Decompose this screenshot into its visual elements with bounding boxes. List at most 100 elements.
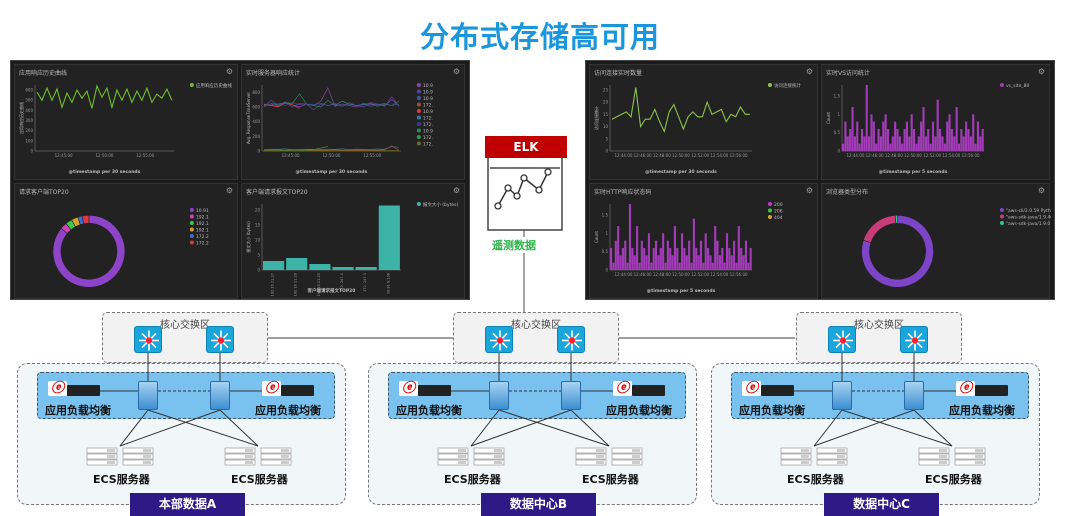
histogram-bar	[673, 226, 677, 270]
histogram-bar	[941, 136, 944, 151]
histogram-bar	[695, 248, 698, 270]
gear-icon[interactable]: ⚙	[805, 186, 813, 195]
y-tick-label: 1.5	[834, 94, 841, 99]
core-zone-label: 核心交换区	[511, 320, 561, 331]
legend-label: 172.2	[196, 241, 209, 247]
histogram-bar	[931, 121, 935, 151]
y-axis-label: 访问连接统计	[593, 106, 599, 130]
core-switch-icon	[900, 326, 928, 353]
load-balancer-label: 应用负载均衡	[45, 404, 111, 417]
histogram-bar	[636, 226, 639, 270]
panel-chart: "aws-cli/2.0.59 Pytho..."aws-sdk-java/1.…	[861, 208, 1051, 288]
x-tick-label: 12:55:00	[363, 153, 381, 158]
legend-swatch	[189, 214, 194, 219]
y-tick-label: 15	[603, 112, 609, 117]
server-label: ECS服务器	[925, 473, 982, 486]
dashboard-panel: 应用响应历史曲线 ⚙ 应用响应历史曲线 0 100 200 300 400 500 600 12:4…	[14, 64, 238, 180]
gear-icon[interactable]: ⚙	[1037, 67, 1045, 76]
load-balancer-label: 应用负载均衡	[739, 404, 805, 417]
gear-icon[interactable]: ⚙	[452, 67, 460, 76]
histogram-bar	[901, 143, 904, 151]
dashboard-panel: 实时服务器响应统计 ⚙ 10.9 10.9 10.9 172. 10.9 172. 172. 10…	[241, 64, 465, 180]
histogram-bar	[659, 248, 662, 270]
legend-label: 报文大小 (bytes)	[423, 201, 459, 208]
datacenter-name: 本部数据A	[130, 493, 245, 516]
legend-swatch	[416, 202, 421, 206]
legend-swatch	[416, 89, 421, 94]
x-tick-label: 12:44:00	[614, 272, 632, 277]
x-tick-label: 12:46:00	[634, 153, 652, 158]
legend-swatch	[189, 208, 194, 212]
server-label: ECS服务器	[444, 473, 501, 486]
core-switch-icon	[828, 326, 856, 353]
gear-icon[interactable]: ⚙	[1037, 186, 1045, 195]
dashboard-panel: 浏览器类型分布 ⚙ "aws-cli/2.0.59 Pytho..."aws-sdk…	[821, 183, 1051, 299]
histogram-bar	[721, 248, 724, 270]
y-axis-label: Count	[826, 112, 831, 124]
bar[interactable]	[309, 264, 331, 270]
histogram-bar	[851, 107, 854, 151]
bar[interactable]	[355, 267, 377, 270]
load-balancer-label: 应用负载均衡	[255, 404, 321, 417]
load-balancer-device: ⓔ	[48, 381, 100, 401]
histogram-bar	[915, 143, 918, 151]
x-tick-label: 12:56:00	[962, 153, 980, 158]
histogram-bar	[894, 121, 897, 151]
histogram-bar	[912, 129, 916, 151]
bar[interactable]	[286, 258, 308, 270]
distribution-switch-icon	[561, 381, 581, 410]
histogram-bar	[849, 129, 852, 151]
legend-label: vs_site_80	[1006, 83, 1029, 89]
histogram-bar	[896, 129, 899, 151]
histogram-bar	[946, 121, 949, 151]
histogram-bar	[692, 218, 695, 270]
dashboard-panel: 客户端请求报文TOP20 ⚙ 报文大小 (bytes) 0 5 10 15 20 客户端请求报文…	[241, 183, 465, 299]
bar[interactable]	[263, 261, 285, 270]
histogram-bar	[621, 248, 624, 270]
dashboard-right: 访问连接实时数量 ⚙ 访问连接统计 0 5 10 15 20 25 12:44:00 12:46:0…	[585, 60, 1055, 300]
histogram-bar	[953, 136, 956, 151]
panel-title: 实时VS访问统计	[826, 70, 870, 77]
histogram-bar	[974, 143, 977, 151]
y-axis-label: 应用响应历史曲线	[18, 102, 24, 134]
histogram-bar	[614, 240, 617, 270]
bar[interactable]	[378, 205, 400, 271]
histogram-bar	[699, 240, 703, 270]
donut-slice[interactable]	[861, 214, 934, 288]
histogram-bar	[967, 129, 970, 151]
histogram-bar	[908, 136, 911, 151]
y-tick-label: 400	[252, 119, 260, 124]
donut-slice[interactable]	[894, 214, 898, 224]
panel-chart: vs_site_80 0 0.5 1 1.5 12:44:00 12:46:00 12:48:…	[826, 83, 1029, 175]
gear-icon[interactable]: ⚙	[452, 186, 460, 195]
histogram-bar	[929, 143, 932, 151]
legend-swatch	[767, 215, 772, 219]
legend-swatch	[767, 83, 772, 87]
legend-swatch	[999, 221, 1004, 225]
datacenter: 核心交换区 ⓔ ⓔ 应用负载均衡 应用负载均衡 ECS服务器 ECS服务器 数据中…	[711, 311, 1043, 516]
histogram-bar	[927, 129, 930, 151]
x-tick-label: 192.16 21.26	[294, 273, 298, 296]
telemetry-caption: 遥测数据	[492, 237, 536, 253]
series-line	[611, 87, 750, 134]
topology-links	[780, 353, 986, 466]
x-tick-label: 12:44:00	[846, 153, 864, 158]
bar[interactable]	[332, 267, 354, 270]
histogram-bar	[844, 121, 847, 151]
histogram-bar	[917, 136, 920, 151]
y-tick-label: 0	[605, 268, 608, 273]
server-rack-icon	[575, 447, 643, 466]
histogram-bar	[898, 136, 901, 151]
donut-slice[interactable]	[862, 215, 897, 244]
legend-label: 10.9	[423, 96, 433, 102]
histogram-bar	[920, 121, 923, 151]
gear-icon[interactable]: ⚙	[225, 67, 233, 76]
gear-icon[interactable]: ⚙	[805, 67, 813, 76]
histogram-bar	[654, 240, 658, 270]
gear-icon[interactable]: ⚙	[225, 186, 233, 195]
load-balancer-device: ⓔ	[742, 381, 794, 401]
legend-label: "aws-sdk-java/1.9.40 ...	[1006, 215, 1051, 221]
panel-title: 浏览器类型分布	[826, 189, 869, 196]
donut-slice[interactable]	[81, 214, 90, 225]
x-tick-label: 12:52:00	[691, 272, 709, 277]
